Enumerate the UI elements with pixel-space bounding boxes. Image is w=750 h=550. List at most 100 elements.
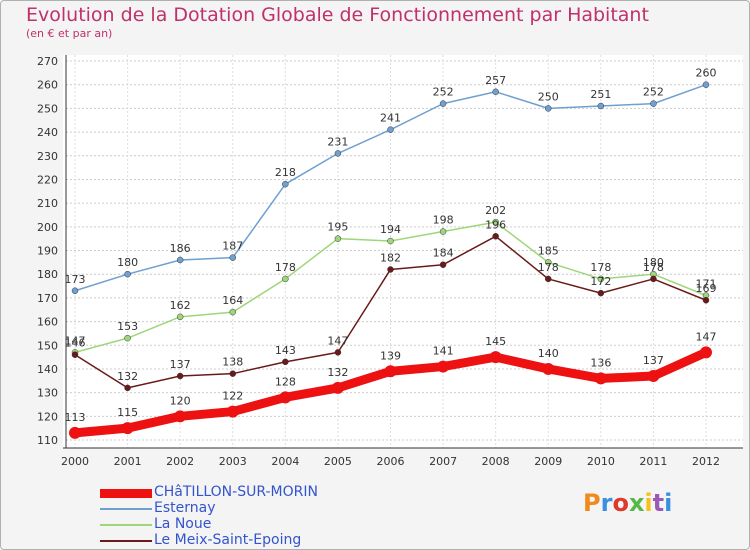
x-tick-label: 2003 [219, 455, 247, 468]
x-tick-label: 2001 [114, 455, 142, 468]
data-label: 132 [117, 370, 138, 383]
legend-swatch [100, 540, 152, 542]
data-label: 178 [590, 261, 611, 274]
data-label: 260 [696, 67, 717, 80]
data-point [437, 360, 450, 373]
data-point [334, 235, 342, 242]
data-point [334, 150, 342, 157]
data-label: 136 [590, 356, 611, 369]
data-label: 146 [65, 337, 86, 350]
y-tick-label: 170 [37, 292, 58, 305]
data-point [492, 88, 499, 96]
data-label: 137 [643, 354, 664, 367]
data-label: 169 [696, 282, 717, 295]
y-tick-label: 120 [37, 410, 58, 423]
data-point [492, 218, 499, 226]
data-point [545, 105, 552, 112]
data-point [226, 405, 239, 418]
proxiti-logo: Proxiti [583, 489, 672, 517]
legend-swatch [100, 524, 152, 526]
data-label: 198 [433, 214, 454, 227]
y-tick-label: 230 [37, 150, 58, 163]
data-point [176, 256, 184, 264]
data-point [650, 275, 657, 283]
logo-letter: i [664, 489, 673, 517]
data-point [71, 351, 79, 358]
data-label: 178 [538, 261, 559, 274]
data-point [594, 372, 607, 385]
data-label: 251 [590, 88, 611, 101]
data-label: 194 [380, 223, 401, 236]
data-point [597, 289, 605, 297]
y-tick-label: 180 [37, 268, 58, 281]
data-point [700, 346, 712, 359]
x-tick-label: 2010 [587, 455, 615, 468]
data-point [176, 313, 184, 321]
y-tick-label: 260 [37, 79, 58, 92]
data-point [69, 426, 81, 439]
data-point [124, 384, 131, 392]
data-point [282, 358, 289, 366]
data-point [597, 102, 605, 110]
legend-label: Le Meix-Saint-Epoing [154, 532, 302, 548]
data-label: 171 [696, 278, 717, 291]
x-tick-label: 2008 [482, 455, 510, 468]
data-label: 178 [275, 261, 296, 274]
data-point [121, 422, 134, 435]
y-tick-label: 200 [37, 221, 58, 234]
logo-letter: t [652, 489, 665, 517]
data-label: 162 [170, 299, 191, 312]
data-label: 113 [65, 411, 86, 424]
data-point [387, 237, 394, 245]
data-point [702, 296, 710, 304]
y-tick-label: 130 [37, 387, 58, 400]
data-point [545, 275, 552, 283]
y-tick-label: 220 [37, 173, 58, 186]
data-label: 218 [275, 166, 296, 179]
logo-letter: x [628, 489, 645, 517]
data-label: 180 [643, 256, 664, 269]
x-tick-label: 2004 [271, 455, 299, 468]
data-label: 115 [117, 406, 138, 419]
data-label: 145 [485, 335, 506, 348]
data-label: 140 [538, 347, 559, 360]
data-label: 147 [65, 334, 86, 347]
data-point [597, 275, 605, 283]
data-label: 252 [643, 86, 664, 99]
data-label: 137 [170, 358, 191, 371]
data-point [279, 391, 292, 404]
data-label: 241 [380, 112, 401, 125]
data-label: 196 [485, 218, 506, 231]
y-tick-label: 190 [37, 245, 58, 258]
x-tick-label: 2000 [61, 455, 89, 468]
legend-label: CHâTILLON-SUR-MORIN [154, 484, 318, 500]
data-point [124, 270, 131, 278]
logo-letter: r [600, 489, 613, 517]
y-tick-label: 140 [37, 363, 58, 376]
legend-swatch [100, 508, 152, 510]
data-label: 252 [433, 86, 454, 99]
y-tick-label: 270 [37, 55, 58, 68]
data-label: 195 [327, 221, 348, 234]
data-point [545, 259, 552, 266]
data-point [282, 275, 289, 283]
data-point [542, 362, 555, 375]
data-label: 122 [222, 390, 243, 403]
data-label: 147 [327, 334, 348, 347]
data-point [489, 351, 502, 364]
data-point [650, 100, 657, 107]
data-label: 186 [170, 242, 191, 255]
data-label: 164 [222, 294, 243, 307]
data-label: 147 [696, 330, 717, 343]
data-label: 132 [327, 366, 348, 379]
chart-title: Evolution de la Dotation Globale de Fonc… [26, 4, 649, 26]
data-label: 120 [170, 394, 191, 407]
data-point [492, 233, 499, 240]
data-point [331, 381, 344, 394]
data-label: 139 [380, 349, 401, 362]
data-label: 180 [117, 256, 138, 269]
data-point [439, 100, 447, 107]
x-tick-label: 2007 [429, 455, 457, 468]
data-point [71, 287, 79, 295]
x-tick-label: 2011 [639, 455, 667, 468]
